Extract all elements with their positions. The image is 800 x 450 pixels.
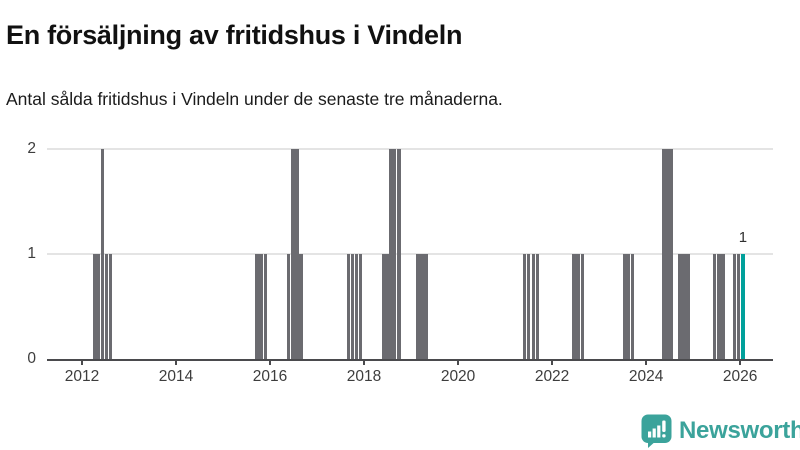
bar [385,254,389,359]
x-axis-tick-label: 2014 [158,368,194,385]
bar [346,254,351,359]
bar [255,254,259,359]
bar [732,254,737,359]
bar [351,254,355,359]
x-axis-tick-label: 2016 [252,368,288,385]
bar [424,254,428,359]
bar [108,254,112,359]
x-axis-tick [551,359,554,365]
bar [295,149,299,359]
bar [721,254,725,359]
bar [666,149,670,359]
x-axis-tick-label: 2022 [534,368,570,385]
bar [682,254,686,359]
x-axis-tick-label: 2024 [628,368,664,385]
x-axis-tick [645,359,648,365]
bar [630,254,635,359]
x-axis-tick-label: 2018 [346,368,382,385]
bar [526,254,531,359]
bar [576,254,580,359]
bar [678,254,682,359]
y-gridline [47,148,773,150]
bar [392,149,397,359]
bar-value-label: 1 [738,229,748,246]
bar [580,254,585,359]
newsworthy-bubble-barchart-icon [641,414,672,448]
x-axis-tick-label: 2026 [722,368,758,385]
x-axis-tick [269,359,272,365]
highlight-bar [741,254,745,359]
bar [92,254,96,359]
bar [531,254,535,359]
chart-subtitle: Antal sålda fritidshus i Vindeln under d… [6,88,503,109]
y-axis-tick-label: 2 [27,140,36,157]
bar [299,254,303,359]
bar [623,254,627,359]
bar [736,254,741,359]
y-gridline [47,253,773,255]
x-axis-tick-label: 2020 [440,368,476,385]
bar [397,149,401,359]
bar [96,254,100,359]
bar [416,254,420,359]
bar [717,254,721,359]
bar [359,254,363,359]
y-axis-tick-label: 0 [27,350,36,367]
bar [420,254,424,359]
bar [291,149,295,359]
bar [662,149,666,359]
bar [389,149,393,359]
bar [713,254,717,359]
chart-title: En försäljning av fritidshus i Vindeln [6,20,463,51]
bar [259,254,263,359]
x-axis-tick [363,359,366,365]
bar [354,254,359,359]
x-axis-tick [739,359,742,365]
newsworthy-logo-text: Newsworthy [679,417,800,444]
bar [626,254,631,359]
bar [572,254,576,359]
bar [104,254,109,359]
newsworthy-logo[interactable]: Newsworthy [641,414,800,448]
x-axis-tick [175,359,178,365]
bar [669,149,673,359]
bar [381,254,385,359]
x-axis-tick-label: 2012 [64,368,100,385]
x-axis-tick [81,359,84,365]
x-axis-tick [457,359,460,365]
bar [522,254,527,359]
y-axis-tick-label: 1 [27,245,36,262]
bar [535,254,540,359]
bar [686,254,690,359]
bar [101,149,105,359]
bar [286,254,291,359]
bar [263,254,268,359]
bar-chart-plot-area: 0 1 2 2012 2014 2016 2018 2020 2022 2024 2026 1 [27,140,773,385]
